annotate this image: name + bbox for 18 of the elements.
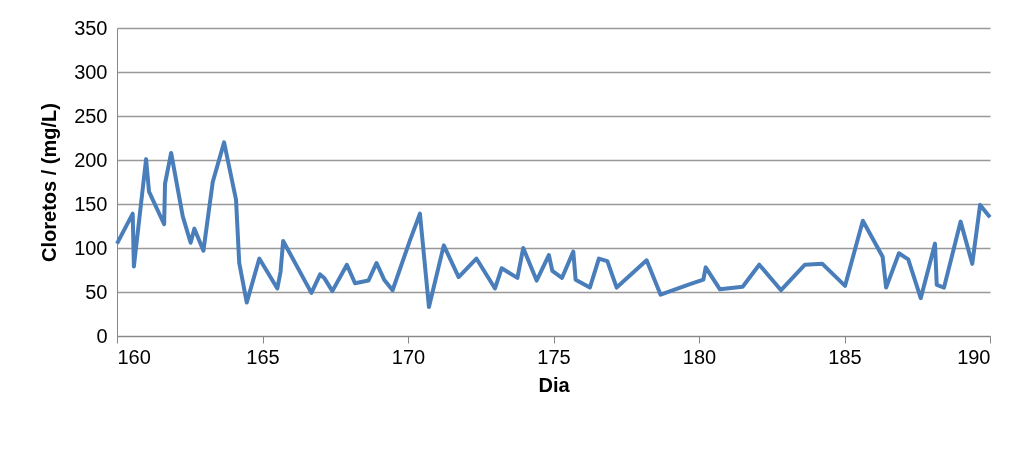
x-tick-label: 175 [537,345,571,368]
y-tick-label: 100 [74,236,108,259]
y-tick-label: 250 [74,104,108,127]
x-tick-label: 185 [828,345,862,368]
line-series [115,140,992,309]
x-tick-label: 170 [391,345,426,368]
y-tick-label: 0 [96,324,108,347]
y-tick-label: 350 [74,16,108,39]
x-tick-label: 180 [682,345,717,368]
y-tick-label: 50 [85,280,108,303]
x-axis-title: Dia [538,373,571,396]
y-tick-label: 150 [74,192,108,215]
x-tick-label: 190 [957,345,991,368]
y-axis-title: Cloretos / (mg/L) [38,103,61,262]
y-tick-label: 300 [74,60,108,83]
y-tick-label: 200 [74,148,108,171]
x-tick-label: 160 [117,345,151,368]
x-tick-label: 165 [246,345,280,368]
